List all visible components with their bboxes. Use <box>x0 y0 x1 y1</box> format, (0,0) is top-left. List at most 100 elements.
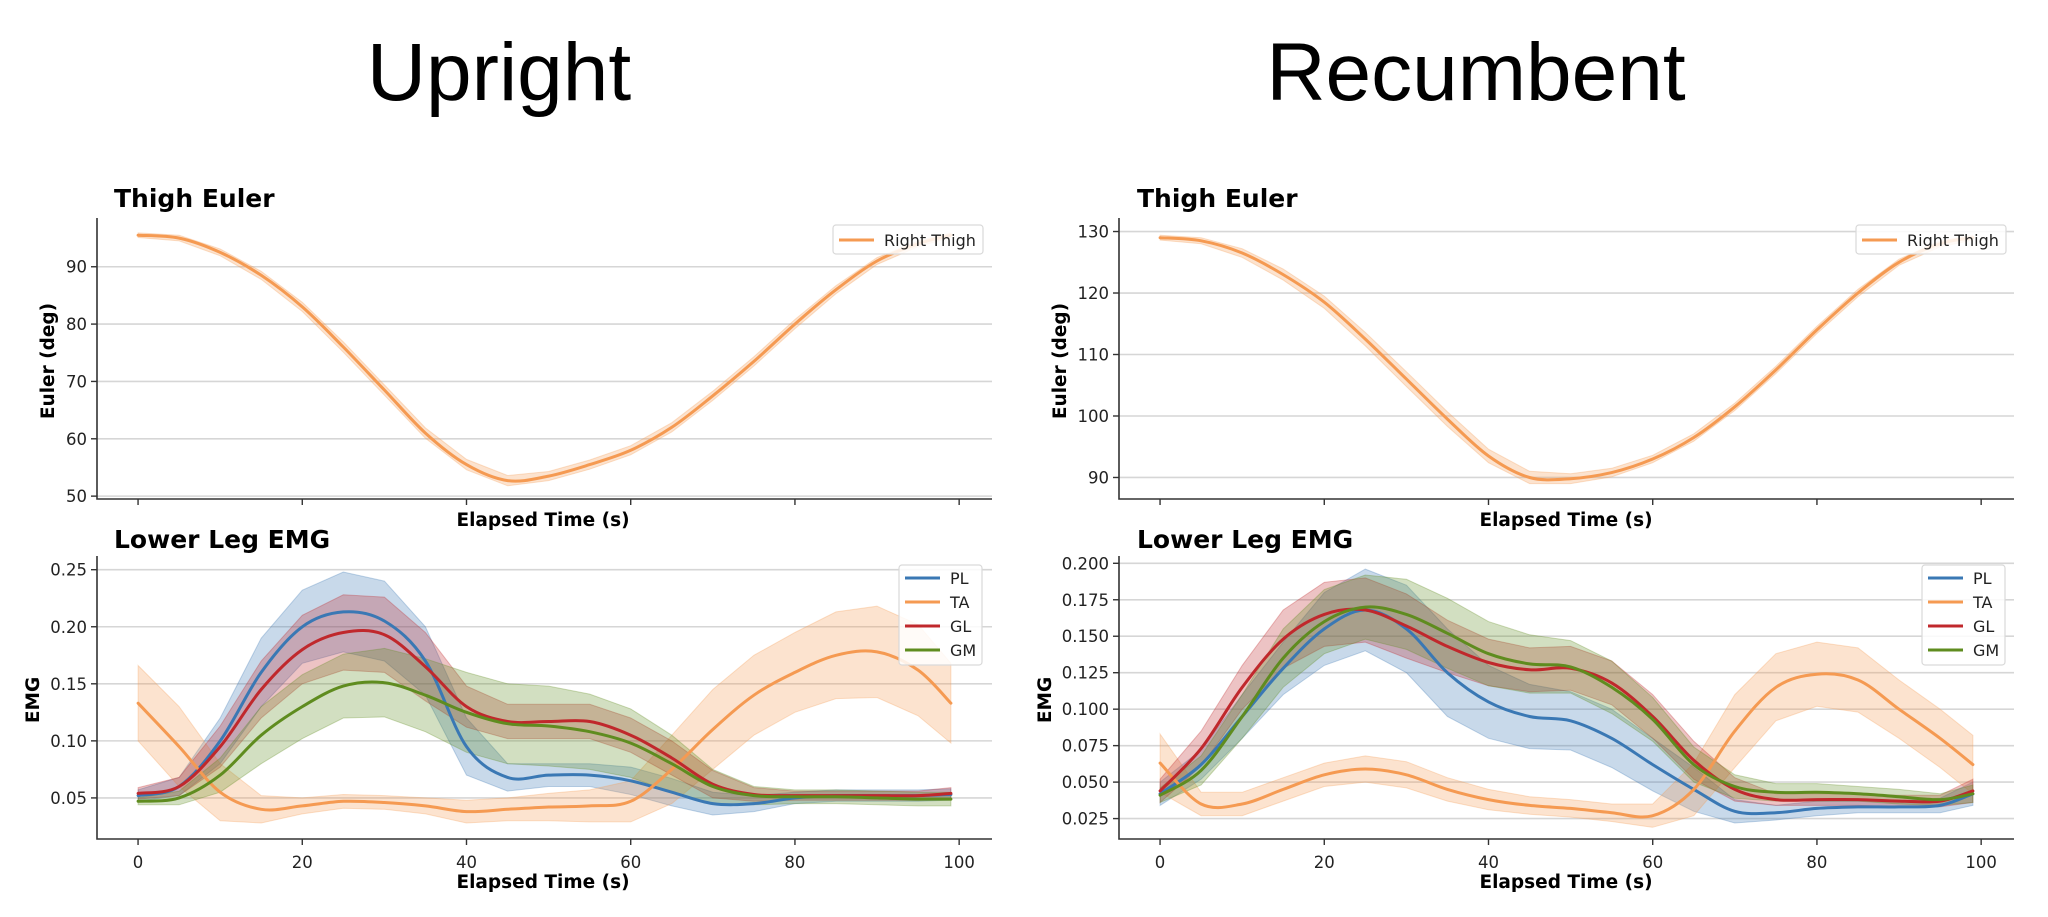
y-tick-label: 0.25 <box>50 561 87 580</box>
data-point <box>1652 718 1654 720</box>
data-point <box>1693 759 1695 761</box>
y-tick-label: 70 <box>66 372 87 391</box>
data-point <box>424 660 426 662</box>
data-point <box>753 360 755 362</box>
x-tick-label: 0 <box>1155 853 1166 872</box>
y-tick-label: 60 <box>66 430 87 449</box>
heading-upright: Upright <box>367 27 632 118</box>
data-point <box>1857 798 1859 800</box>
data-point <box>671 763 673 765</box>
data-point <box>1282 657 1284 659</box>
series-group <box>136 571 953 824</box>
upright-emg-panel: Lower Leg EMG EMG Elapsed Time (s) 0.05 0… <box>23 525 992 893</box>
data-point <box>1364 609 1366 611</box>
data-point <box>342 800 344 802</box>
legend-label: Right Thigh <box>1907 231 1999 250</box>
x-tick-label: 0 <box>133 853 144 872</box>
data-point <box>465 463 467 465</box>
data-point <box>424 805 426 807</box>
y-tick-label: 0.150 <box>1062 627 1109 646</box>
data-point <box>1816 791 1818 793</box>
data-point <box>1569 720 1571 722</box>
line-right-thigh <box>136 233 953 483</box>
data-point <box>1446 645 1448 647</box>
data-point <box>589 805 591 807</box>
y-tick-label: 110 <box>1078 346 1110 365</box>
y-tick-label: 0.200 <box>1062 554 1109 573</box>
data-point <box>753 694 755 696</box>
legend-label: GM <box>950 641 976 660</box>
data-point <box>424 432 426 434</box>
line-pl <box>1158 608 1975 816</box>
data-point <box>465 705 467 707</box>
y-tick-label: 90 <box>66 258 87 277</box>
data-point <box>1652 815 1654 817</box>
data-point <box>219 745 221 747</box>
data-point <box>1200 747 1202 749</box>
y-tick-label: 50 <box>66 487 87 506</box>
data-point <box>547 475 549 477</box>
data-point <box>1569 807 1571 809</box>
data-point <box>301 805 303 807</box>
data-point <box>1857 793 1859 795</box>
data-point <box>794 323 796 325</box>
y-tick-label: 80 <box>66 315 87 334</box>
legend: Right Thigh <box>832 224 984 255</box>
data-point <box>506 479 508 481</box>
data-point <box>1898 261 1900 263</box>
data-point <box>1282 788 1284 790</box>
data-point <box>1775 798 1777 800</box>
line-gm <box>136 680 953 803</box>
data-point <box>835 654 837 656</box>
line-ta <box>136 649 953 814</box>
data-point <box>301 648 303 650</box>
data-point <box>506 776 508 778</box>
legend: PL TA GL GM <box>898 564 983 666</box>
data-point <box>1323 620 1325 622</box>
data-point <box>1364 606 1366 608</box>
y-tick-label: 0.025 <box>1062 810 1109 829</box>
y-axis-label: Euler (deg) <box>1050 303 1071 419</box>
data-point <box>630 742 632 744</box>
data-point <box>671 426 673 428</box>
axis-spine <box>1118 556 2014 840</box>
data-point <box>1200 763 1202 765</box>
legend-label: PL <box>1973 569 1992 588</box>
data-point <box>1775 686 1777 688</box>
y-tick-label: 130 <box>1078 223 1110 242</box>
data-point <box>712 802 714 804</box>
x-tick-label: 60 <box>620 853 641 872</box>
data-point <box>1775 369 1777 371</box>
data-point <box>547 774 549 776</box>
data-point <box>630 800 632 802</box>
data-point <box>1405 774 1407 776</box>
data-point <box>876 797 878 799</box>
data-point <box>1857 292 1859 294</box>
series-group <box>136 232 953 487</box>
data-point <box>424 694 426 696</box>
data-point <box>794 796 796 798</box>
data-point <box>753 802 755 804</box>
legend-box <box>1921 564 2006 666</box>
data-point <box>1528 669 1530 671</box>
data-point <box>1200 769 1202 771</box>
data-point <box>178 785 180 787</box>
data-point <box>1693 788 1695 790</box>
data-point <box>712 785 714 787</box>
line-ta <box>1158 672 1975 819</box>
data-point <box>712 395 714 397</box>
panel-title: Thigh Euler <box>114 184 275 213</box>
data-point <box>876 651 878 653</box>
data-point <box>342 685 344 687</box>
legend: PL TA GL GM <box>1921 564 2006 666</box>
data-point <box>137 702 139 704</box>
data-point <box>1898 806 1900 808</box>
data-point <box>1159 790 1161 792</box>
data-point <box>1972 763 1974 765</box>
recumbent-emg-panel: Lower Leg EMG EMG Elapsed Time (s) 0.025… <box>1035 525 2014 893</box>
data-point <box>1364 338 1366 340</box>
data-point <box>1241 715 1243 717</box>
data-point <box>383 620 385 622</box>
legend-label: Right Thigh <box>884 231 976 250</box>
data-point <box>1734 730 1736 732</box>
